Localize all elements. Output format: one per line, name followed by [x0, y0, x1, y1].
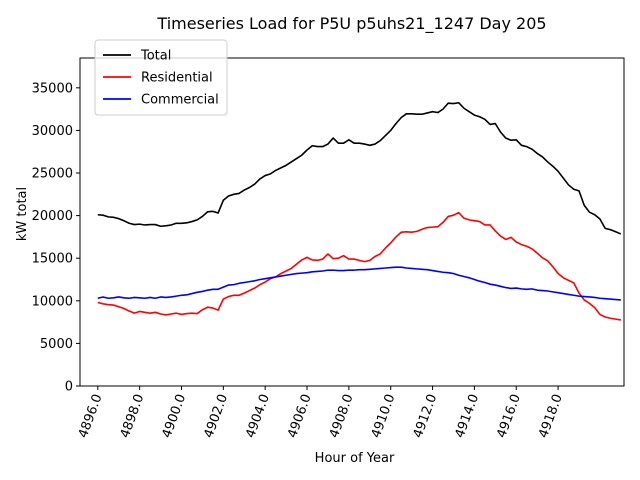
y-tick-label: 25000	[32, 167, 73, 182]
chart-title: Timeseries Load for P5U p5uhs21_1247 Day…	[156, 14, 546, 34]
legend-label-commercial: Commercial	[141, 93, 219, 108]
y-tick-label: 30000	[32, 124, 73, 139]
y-axis-label: kW total	[15, 187, 30, 241]
series-line-commercial	[97, 266, 621, 301]
legend-label-total: Total	[140, 49, 171, 64]
legend: Total Residential Commercial	[94, 39, 228, 116]
y-tick-label: 5000	[40, 337, 73, 352]
y-tick-label: 10000	[32, 294, 73, 309]
plot-frame	[79, 57, 625, 387]
legend-frame	[94, 39, 228, 116]
x-axis-label: Hour of Year	[315, 451, 395, 466]
series-line-residential	[97, 211, 621, 321]
series-line-total	[97, 101, 622, 235]
series-layer	[97, 101, 622, 321]
y-tick-label: 0	[65, 380, 73, 395]
y-tick-label: 15000	[32, 252, 73, 267]
y-tick-label: 20000	[32, 209, 73, 224]
y-tick-label: 35000	[32, 81, 73, 96]
legend-label-residential: Residential	[141, 71, 213, 86]
